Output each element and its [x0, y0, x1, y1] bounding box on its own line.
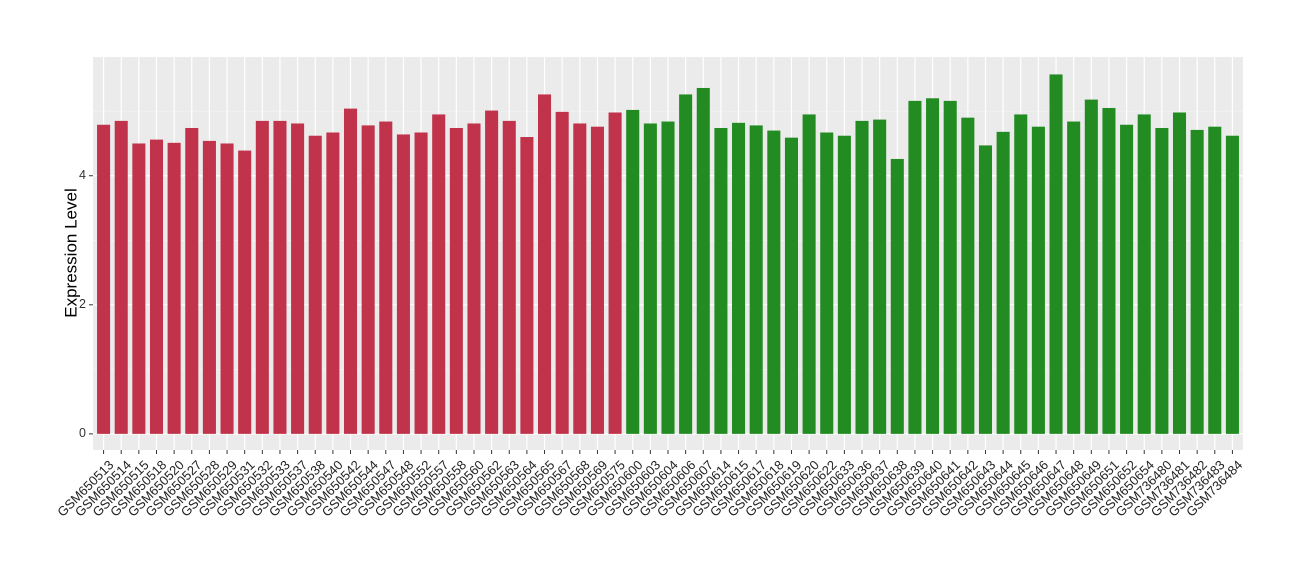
bar [890, 158, 904, 434]
bar [114, 120, 128, 434]
bar [1155, 127, 1169, 434]
bar [1208, 126, 1222, 434]
bar [573, 123, 587, 434]
bar [149, 139, 164, 434]
bar [273, 120, 287, 434]
bar [714, 127, 728, 434]
bar [1067, 121, 1081, 434]
bar [1084, 99, 1098, 434]
bar [943, 100, 957, 434]
bar [1190, 129, 1204, 434]
bar [643, 123, 657, 434]
bar [238, 150, 252, 434]
bar [1120, 124, 1134, 434]
bar [520, 137, 534, 434]
bar [132, 143, 146, 434]
bar [414, 132, 428, 434]
bar [308, 135, 322, 434]
bar [661, 121, 675, 434]
bar [379, 121, 393, 434]
bar [291, 123, 305, 434]
bar [1225, 135, 1239, 434]
bar [185, 127, 199, 434]
y-axis-label: Expression Level [61, 188, 80, 317]
bar [255, 120, 269, 434]
bar [555, 111, 569, 434]
bar [538, 94, 552, 434]
bar [784, 137, 798, 434]
bar [361, 125, 375, 434]
bar [855, 120, 869, 434]
bar [449, 127, 463, 434]
bar [873, 119, 887, 434]
bar [961, 117, 975, 434]
bar [1137, 114, 1151, 434]
y-tick-label: 2 [79, 297, 86, 311]
y-tick-label: 0 [79, 426, 86, 440]
bar [326, 132, 340, 434]
bar [1049, 74, 1063, 434]
bar [97, 124, 111, 434]
bar [485, 110, 499, 434]
bar [1102, 107, 1116, 434]
bar [837, 135, 851, 434]
bar [343, 108, 358, 434]
bar [608, 112, 622, 434]
bar [1014, 114, 1028, 434]
y-tick-label: 4 [79, 168, 86, 182]
bar [167, 142, 181, 434]
bar [1172, 112, 1187, 434]
bar [926, 98, 940, 434]
bar [908, 100, 922, 434]
bar [978, 145, 993, 434]
bar [749, 125, 763, 434]
bar [732, 122, 746, 434]
bar [996, 131, 1010, 434]
bar [802, 114, 816, 434]
bar [767, 130, 781, 434]
bar [679, 94, 693, 434]
bar [202, 140, 216, 434]
bar [1031, 126, 1045, 434]
bar [820, 132, 834, 434]
bar [396, 134, 410, 434]
bar [590, 126, 604, 434]
bar [502, 120, 516, 434]
bar [626, 109, 640, 434]
bar [220, 143, 234, 434]
bar [696, 87, 710, 434]
bar [467, 123, 481, 434]
bar [432, 114, 446, 434]
